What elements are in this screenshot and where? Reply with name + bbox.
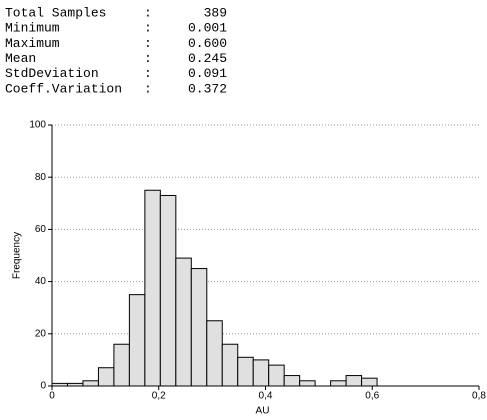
stat-value: 0.372 — [188, 81, 227, 96]
y-tick-label: 20 — [35, 328, 47, 339]
stat-separator: : — [144, 66, 152, 81]
y-tick-label: 0 — [40, 381, 46, 392]
stat-label: StdDeviation — [5, 66, 99, 81]
bar — [299, 380, 316, 387]
bar — [206, 320, 223, 387]
bar — [330, 380, 347, 387]
stat-value: 0.245 — [188, 51, 227, 66]
stat-label: Coeff.Variation — [5, 81, 122, 96]
stat-value: 389 — [204, 5, 227, 20]
bar — [159, 194, 177, 387]
bar — [237, 356, 254, 387]
bar — [221, 343, 239, 387]
bar — [144, 189, 161, 387]
bar — [252, 359, 270, 387]
bar — [128, 294, 146, 387]
x-tick-label: 0,8 — [472, 391, 486, 402]
stat-separator: : — [144, 81, 152, 96]
stat-label: Mean — [5, 51, 36, 66]
x-tick-label: 0,4 — [259, 391, 273, 402]
bar — [97, 367, 115, 387]
bar — [361, 377, 378, 387]
x-axis-label: AU — [256, 406, 270, 417]
y-tick-label: 80 — [35, 172, 47, 183]
stat-separator: : — [144, 21, 152, 36]
stat-value: 0.001 — [188, 21, 227, 36]
x-tick-label: 0 — [49, 391, 55, 402]
stat-label: Maximum — [5, 36, 60, 51]
y-tick-label: 40 — [35, 276, 47, 287]
x-tick-label: 0,6 — [365, 391, 379, 402]
x-tick-label: 0,2 — [152, 391, 166, 402]
stat-separator: : — [144, 5, 152, 20]
bar — [283, 375, 301, 387]
stat-value: 0.091 — [188, 66, 227, 81]
bar — [82, 380, 99, 387]
bar — [345, 375, 363, 387]
stat-label: Total Samples — [5, 5, 106, 20]
bar — [190, 268, 208, 387]
stat-label: Minimum — [5, 21, 60, 36]
y-tick-label: 60 — [35, 224, 47, 235]
stat-separator: : — [144, 51, 152, 66]
bar — [113, 343, 130, 387]
stat-value: 0.600 — [188, 36, 227, 51]
bar — [175, 257, 192, 387]
stat-separator: : — [144, 36, 152, 51]
bar — [268, 364, 285, 387]
y-tick-label: 100 — [29, 120, 46, 131]
y-axis-label: Frequency — [12, 232, 23, 279]
